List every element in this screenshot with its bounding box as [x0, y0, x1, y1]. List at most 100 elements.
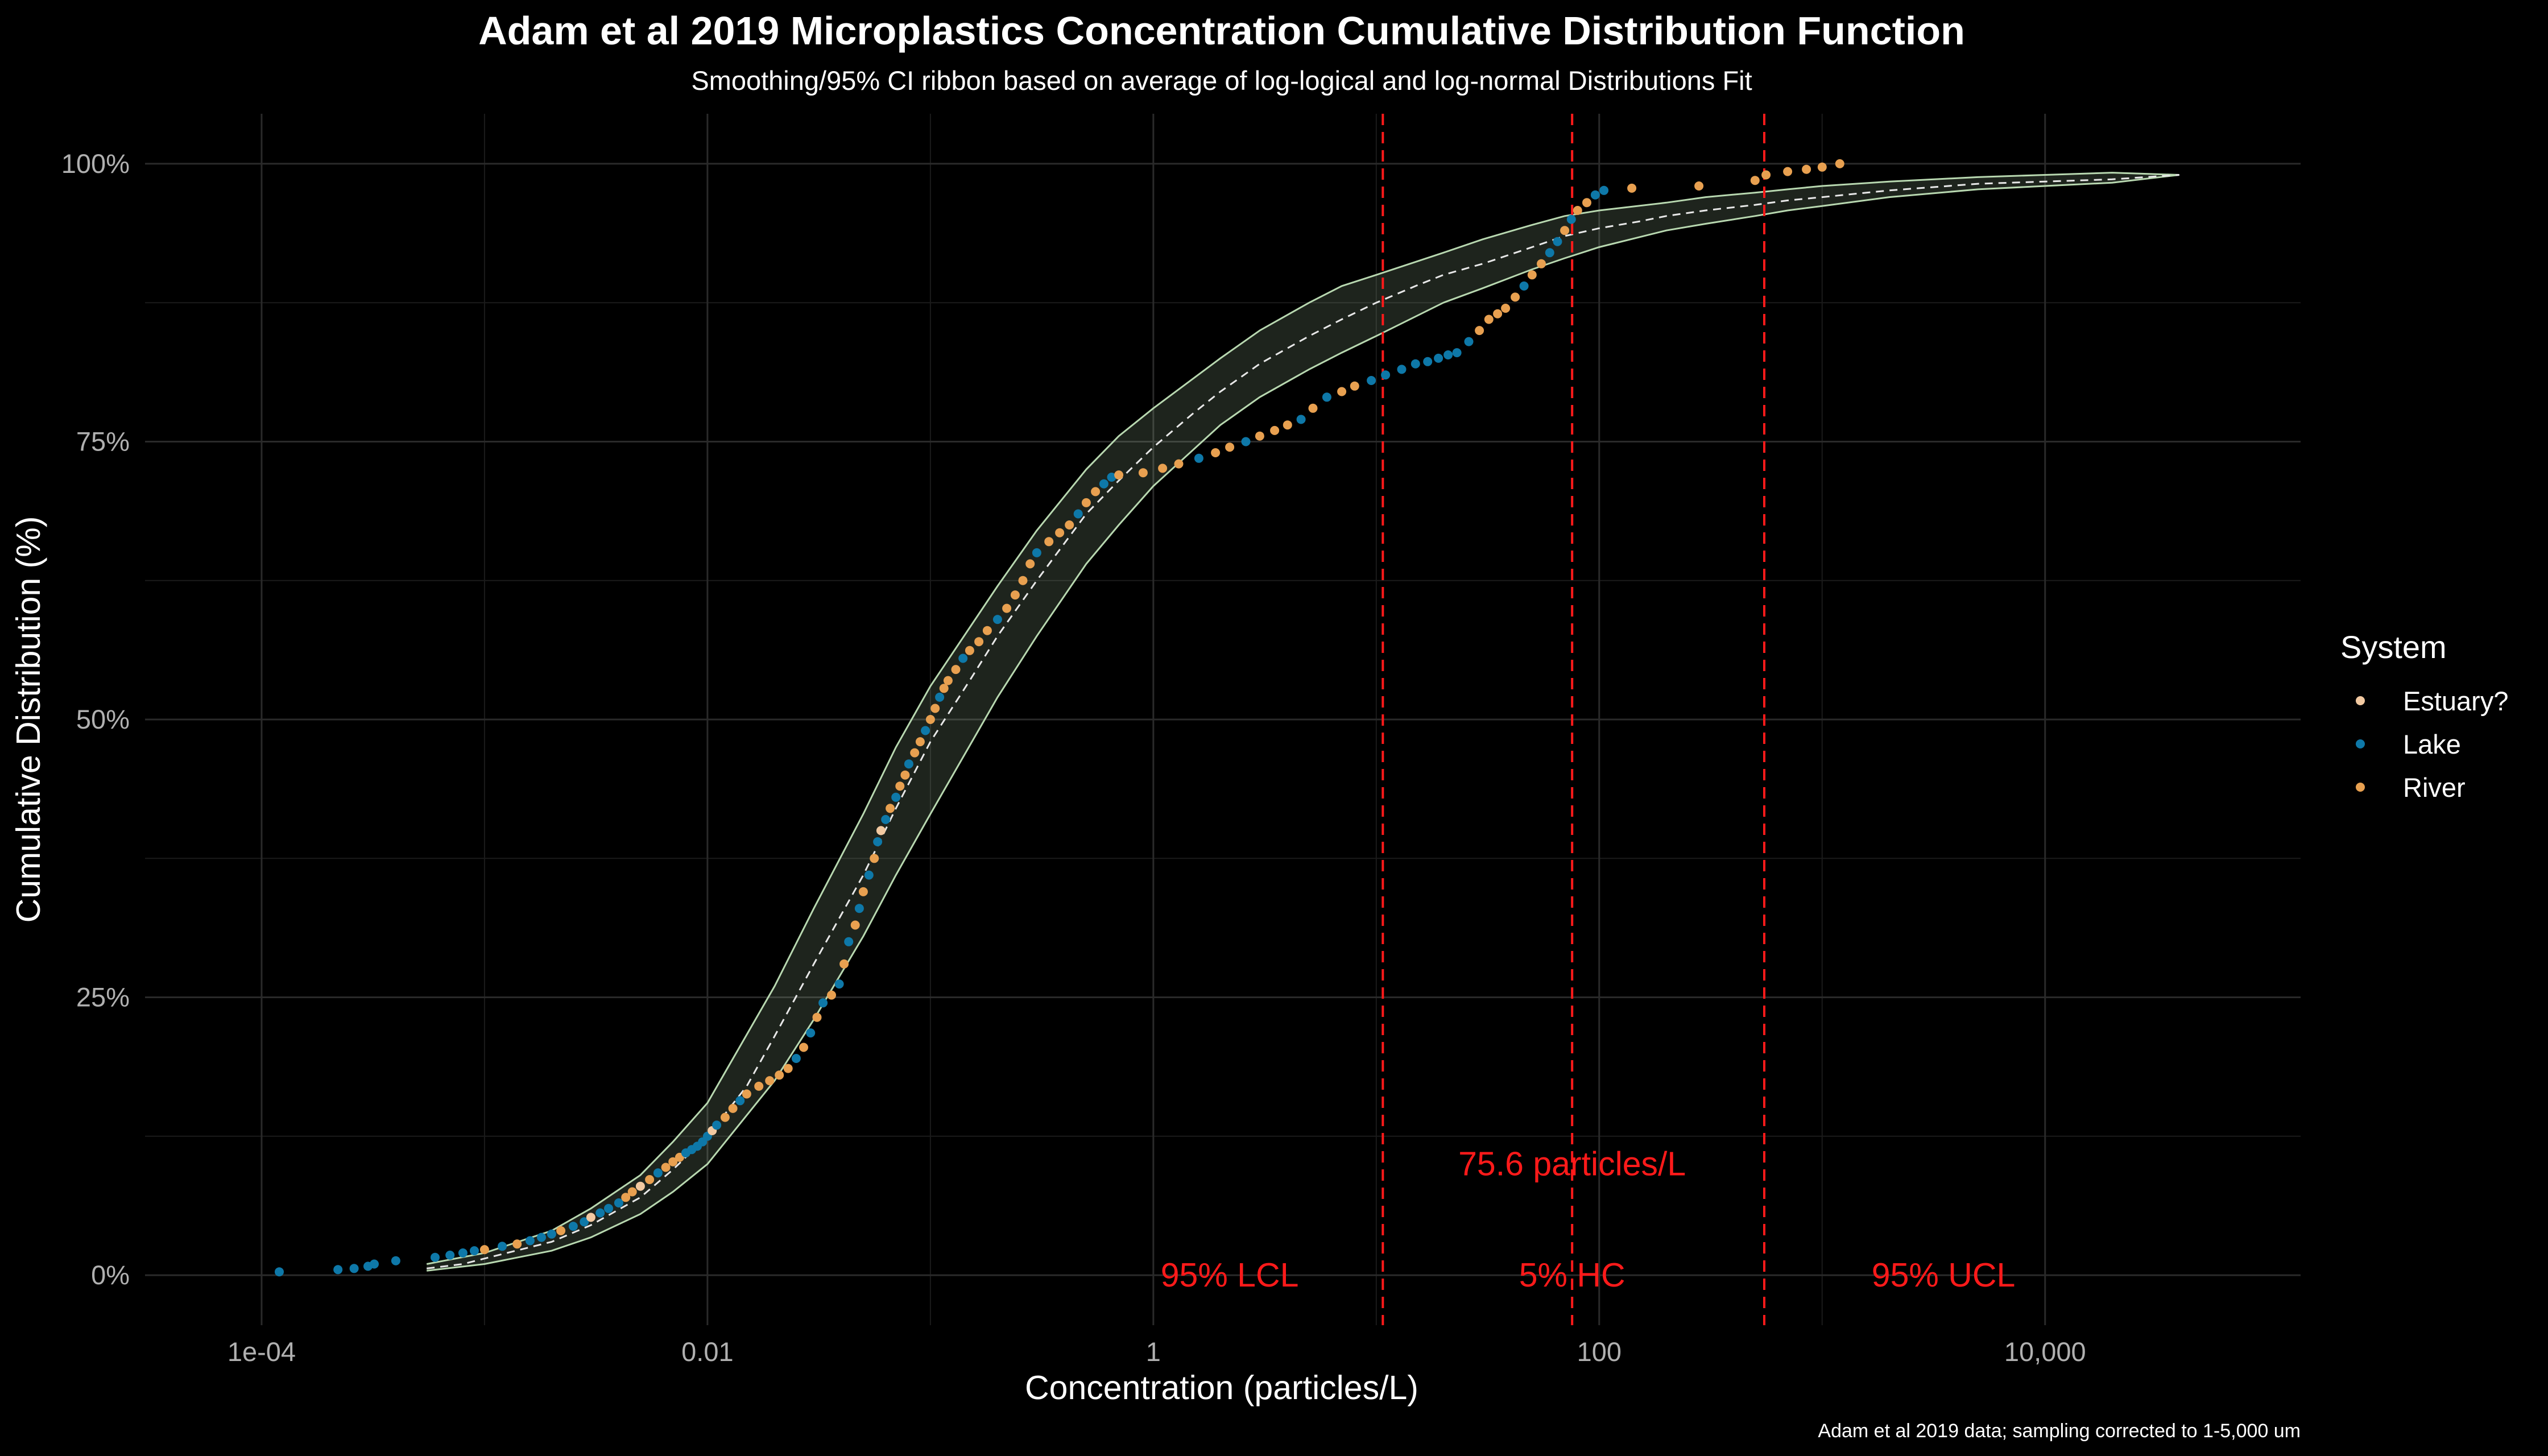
legend-key: [2356, 739, 2365, 748]
data-point: [595, 1208, 605, 1218]
data-point: [635, 1181, 645, 1191]
data-point: [1044, 537, 1054, 547]
data-point: [720, 1112, 730, 1122]
data-point: [1283, 420, 1292, 430]
data-point: [556, 1226, 566, 1235]
data-point: [1322, 392, 1331, 402]
data-point: [827, 990, 836, 1000]
data-point: [1519, 281, 1529, 291]
data-point: [1255, 431, 1264, 441]
data-point: [1582, 198, 1591, 208]
data-point: [1114, 470, 1124, 480]
data-point: [1025, 559, 1035, 569]
data-point: [1527, 270, 1537, 280]
data-point: [921, 726, 930, 735]
data-point: [864, 870, 874, 880]
data-point: [1055, 528, 1065, 537]
x-tick-label: 0.01: [681, 1337, 733, 1367]
data-point: [1073, 509, 1083, 519]
y-axis-label: Cumulative Distribution (%): [10, 516, 47, 923]
data-point: [1750, 176, 1760, 185]
data-point: [458, 1248, 468, 1258]
data-point: [470, 1246, 479, 1256]
data-point: [1434, 353, 1443, 363]
data-point: [445, 1250, 455, 1260]
data-point: [1194, 453, 1203, 463]
data-point: [645, 1175, 655, 1184]
data-point: [895, 781, 905, 791]
data-point: [1410, 359, 1420, 369]
data-point: [1573, 206, 1582, 215]
data-point: [614, 1198, 623, 1207]
data-point: [1493, 309, 1503, 318]
data-point: [1174, 459, 1184, 469]
data-point: [834, 979, 844, 989]
data-point: [1296, 415, 1306, 424]
data-point: [958, 653, 968, 663]
data-point: [1091, 487, 1101, 497]
legend-label: Lake: [2403, 729, 2461, 759]
data-point: [1545, 248, 1554, 258]
data-point: [1397, 365, 1407, 374]
data-point: [925, 715, 935, 724]
data-point: [1599, 185, 1609, 195]
data-point: [791, 1054, 801, 1063]
data-point: [586, 1213, 595, 1222]
data-point: [876, 826, 886, 835]
data-point: [349, 1264, 359, 1273]
data-point: [870, 854, 879, 863]
legend-label: River: [2403, 772, 2466, 803]
data-point: [1270, 425, 1280, 435]
data-point: [1553, 237, 1562, 246]
data-point: [1225, 442, 1235, 452]
data-point: [1308, 403, 1318, 413]
y-tick-label: 50%: [76, 704, 130, 734]
data-point: [627, 1187, 637, 1197]
data-point: [839, 959, 849, 969]
y-tick-label: 25%: [76, 982, 130, 1012]
ci-lower-line: [427, 174, 2179, 1272]
y-axis-ticks: 0% 25% 50% 75% 100%: [61, 148, 130, 1290]
chart-subtitle: Smoothing/95% CI ribbon based on average…: [691, 65, 1752, 96]
data-point: [1566, 214, 1576, 224]
x-tick-label: 1e-04: [228, 1337, 296, 1367]
data-point: [799, 1043, 808, 1052]
data-point: [1835, 159, 1844, 168]
data-point: [806, 1028, 816, 1038]
data-point: [881, 814, 891, 824]
data-point: [661, 1163, 671, 1172]
data-point: [1032, 548, 1041, 557]
data-point: [1381, 370, 1391, 380]
vline-label: 95% UCL: [1872, 1256, 2016, 1294]
legend-label: Estuary?: [2403, 686, 2508, 716]
data-point: [982, 626, 992, 635]
gridlines: [145, 114, 2301, 1325]
data-point: [547, 1229, 556, 1239]
data-point: [370, 1259, 379, 1269]
data-point: [1211, 448, 1221, 457]
ci-upper-line: [426, 172, 2179, 1265]
data-point: [1694, 181, 1704, 191]
data-point: [858, 887, 868, 896]
data-point: [765, 1076, 775, 1086]
data-point: [1511, 292, 1520, 302]
data-point: [525, 1236, 535, 1246]
data-point: [1560, 226, 1570, 235]
data-point: [900, 770, 910, 780]
legend-key: [2356, 696, 2365, 705]
data-point: [1065, 520, 1074, 530]
data-point: [1138, 468, 1148, 478]
data-point: [1081, 498, 1091, 507]
x-axis-ticks: 1e-04 0.01 1 100 10,000: [228, 1337, 2086, 1367]
x-tick-label: 100: [1577, 1337, 1622, 1367]
data-point: [568, 1222, 578, 1231]
y-tick-label: 75%: [76, 426, 130, 456]
data-point: [1423, 357, 1433, 366]
data-point: [974, 637, 984, 647]
data-point: [939, 684, 949, 693]
chart-title: Adam et al 2019 Microplastics Concentrat…: [478, 9, 1965, 53]
data-point: [873, 837, 883, 846]
data-point: [1107, 473, 1116, 482]
data-point: [1501, 304, 1511, 313]
